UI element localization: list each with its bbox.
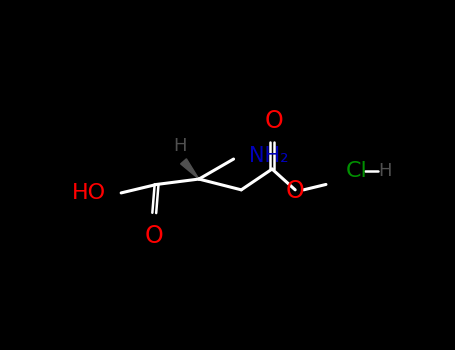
- Text: HO: HO: [71, 183, 106, 203]
- Text: O: O: [145, 224, 164, 248]
- Text: NH₂: NH₂: [249, 146, 288, 166]
- Text: Cl: Cl: [346, 161, 368, 181]
- Polygon shape: [181, 159, 199, 179]
- Text: H: H: [379, 162, 392, 180]
- Text: O: O: [264, 109, 283, 133]
- Text: O: O: [286, 180, 304, 203]
- Text: H: H: [173, 137, 187, 155]
